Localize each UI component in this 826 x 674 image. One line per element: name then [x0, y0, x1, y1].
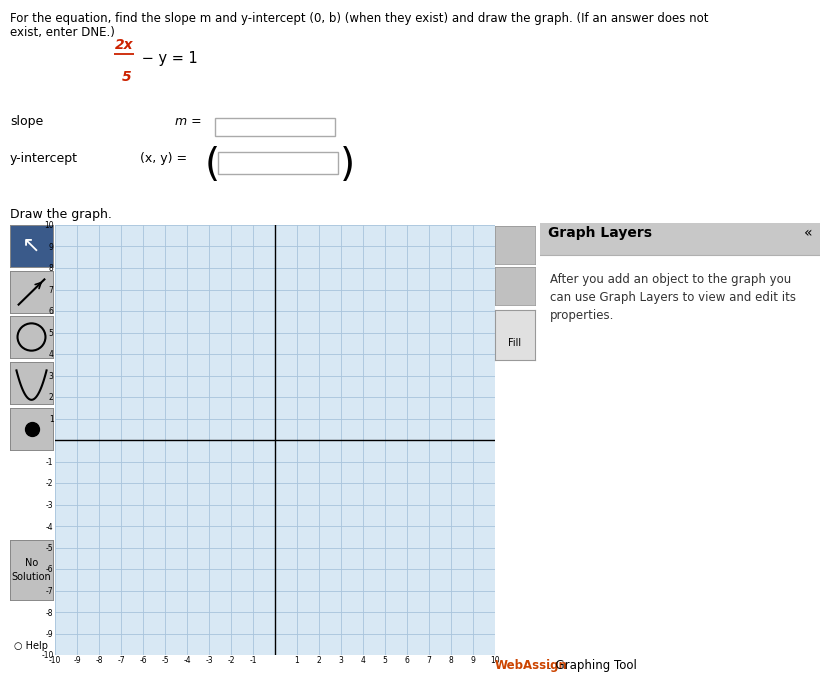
Text: − y = 1: − y = 1	[137, 51, 197, 67]
Text: ○ Help: ○ Help	[14, 641, 48, 651]
Text: 5: 5	[121, 70, 131, 84]
Text: can use Graph Layers to view and edit its: can use Graph Layers to view and edit it…	[550, 291, 796, 304]
Text: (x, y) =: (x, y) =	[140, 152, 188, 165]
Text: After you add an object to the graph you: After you add an object to the graph you	[550, 273, 791, 286]
Text: y-intercept: y-intercept	[10, 152, 78, 165]
Text: Graph Layers: Graph Layers	[548, 226, 652, 240]
Text: ): )	[340, 146, 355, 184]
Text: «: «	[804, 226, 812, 240]
Text: exist, enter DNE.): exist, enter DNE.)	[10, 26, 115, 39]
Text: For the equation, find the slope m and y-intercept (0, b) (when they exist) and : For the equation, find the slope m and y…	[10, 12, 709, 25]
Text: No
Solution: No Solution	[12, 558, 51, 582]
Text: slope: slope	[10, 115, 43, 128]
Text: m =: m =	[175, 115, 202, 128]
FancyBboxPatch shape	[540, 223, 820, 255]
Text: Fill: Fill	[509, 338, 521, 348]
Text: ↖: ↖	[22, 236, 40, 256]
Text: Draw the graph.: Draw the graph.	[10, 208, 112, 221]
Text: . Graphing Tool: . Graphing Tool	[548, 658, 637, 671]
Text: 2x: 2x	[115, 38, 134, 52]
Text: (: (	[205, 146, 220, 184]
Text: WebAssign: WebAssign	[495, 658, 568, 671]
Text: properties.: properties.	[550, 309, 615, 322]
